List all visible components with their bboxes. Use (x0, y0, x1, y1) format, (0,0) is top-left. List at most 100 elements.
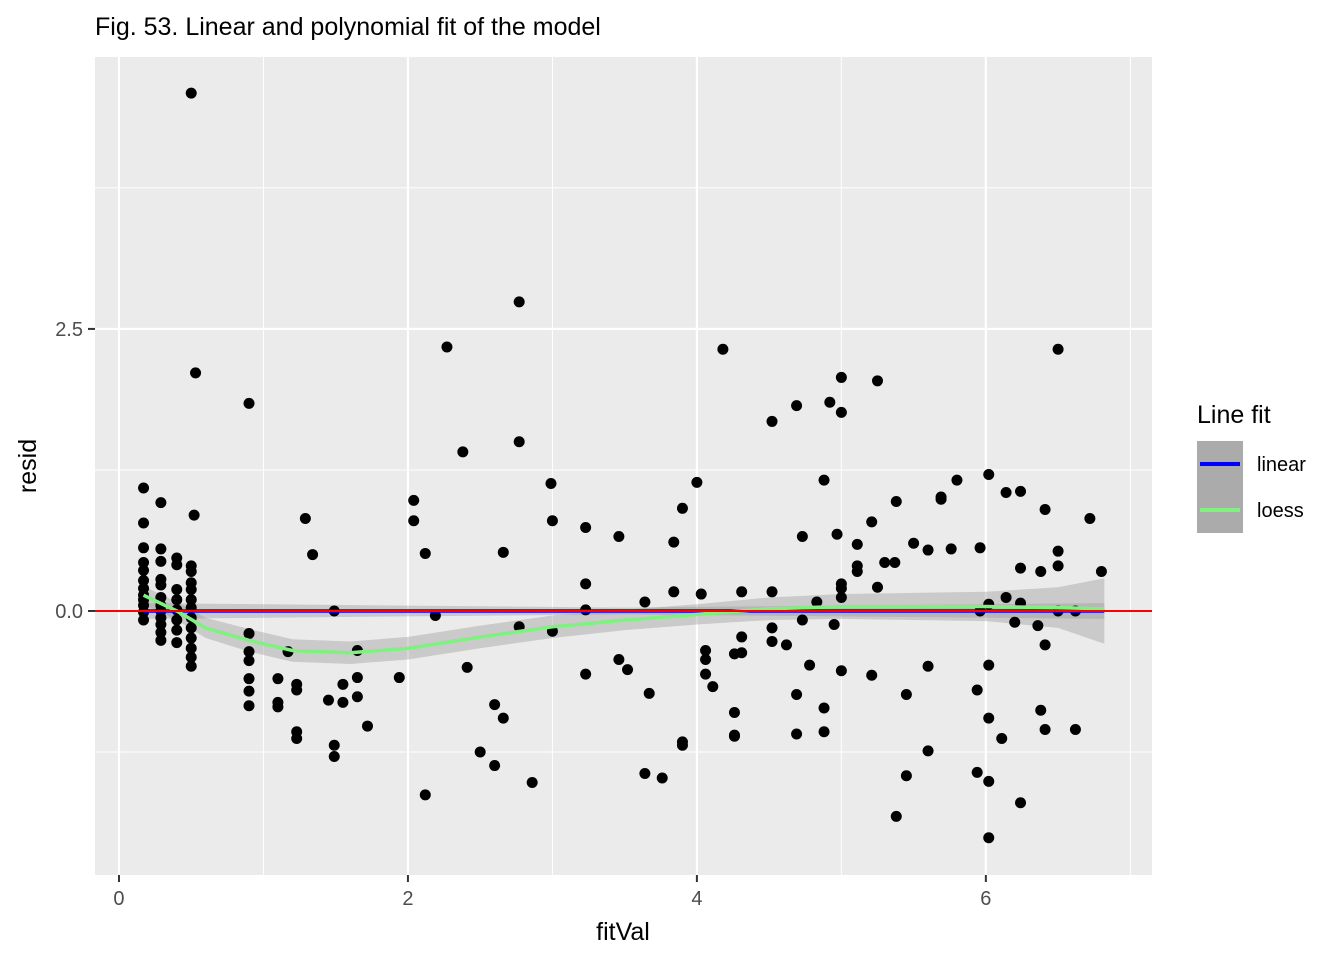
x-tick-label: 4 (691, 888, 702, 910)
point (900, 770, 912, 782)
point (580, 668, 592, 680)
point (1000, 487, 1012, 499)
lines (95, 593, 1152, 655)
point (188, 509, 200, 521)
point (818, 726, 830, 738)
point (707, 681, 719, 693)
point (1052, 560, 1064, 572)
point (922, 660, 934, 672)
point (497, 546, 509, 558)
x-tick-label: 2 (402, 888, 413, 910)
point (900, 688, 912, 700)
point (866, 669, 878, 681)
point (796, 614, 808, 626)
point (951, 474, 963, 486)
point (171, 624, 183, 636)
point (243, 628, 255, 640)
point (971, 684, 983, 696)
point (639, 596, 651, 608)
point (791, 728, 803, 740)
point (291, 684, 303, 696)
point (983, 659, 995, 671)
point (546, 515, 558, 527)
points (138, 87, 1107, 844)
point (736, 631, 748, 643)
point (890, 810, 902, 822)
point (243, 655, 255, 667)
point (351, 691, 363, 703)
y-axis-title: resid (14, 439, 42, 493)
point (766, 622, 778, 634)
point (171, 559, 183, 571)
point (851, 565, 863, 577)
point (835, 406, 847, 418)
point (736, 586, 748, 598)
y-tick-label: 2.5 (55, 319, 83, 341)
point (1052, 545, 1064, 557)
point (243, 646, 255, 658)
point (408, 515, 420, 527)
point (676, 502, 688, 514)
point (185, 660, 197, 672)
point (526, 776, 538, 788)
point (1035, 704, 1047, 716)
point (766, 635, 778, 647)
point (691, 476, 703, 488)
point (497, 712, 509, 724)
point (766, 415, 778, 427)
point (818, 702, 830, 714)
point (1009, 616, 1021, 628)
point (185, 594, 197, 606)
point (138, 556, 150, 568)
chart-title: Fig. 53. Linear and polynomial fit of th… (95, 13, 601, 41)
x-axis-title: fitVal (596, 918, 650, 946)
point (736, 647, 748, 659)
point (185, 565, 197, 577)
point (171, 584, 183, 596)
point (185, 651, 197, 663)
point (831, 528, 843, 540)
point (457, 446, 469, 458)
point (190, 367, 202, 379)
point (307, 549, 319, 561)
point (138, 614, 150, 626)
point (185, 87, 197, 99)
point (1084, 512, 1096, 524)
point (419, 789, 431, 801)
point (879, 556, 891, 568)
point (408, 494, 420, 506)
point (676, 739, 688, 751)
point (489, 760, 501, 772)
point (351, 672, 363, 684)
point (983, 775, 995, 787)
point (668, 586, 680, 598)
point (828, 619, 840, 631)
point (656, 772, 668, 784)
point (155, 579, 167, 591)
point (138, 564, 150, 576)
point (474, 746, 486, 758)
point (1095, 565, 1107, 577)
point (322, 694, 334, 706)
point (155, 619, 167, 631)
point (922, 745, 934, 757)
point (700, 644, 712, 656)
point (871, 581, 883, 593)
point (171, 594, 183, 606)
point (866, 516, 878, 528)
point (983, 468, 995, 480)
x-tick-label: 0 (113, 888, 124, 910)
legend: Line fit linear loess (1197, 401, 1306, 533)
point (613, 531, 625, 543)
point (824, 396, 836, 408)
point (643, 687, 655, 699)
point (945, 543, 957, 555)
point (361, 720, 373, 732)
point (835, 665, 847, 677)
point (545, 477, 557, 489)
axes: 0 2 4 6 0.0 2.5 (55, 319, 991, 910)
point (337, 696, 349, 708)
x-tick-label: 6 (980, 888, 991, 910)
point (728, 707, 740, 719)
point (811, 596, 823, 608)
